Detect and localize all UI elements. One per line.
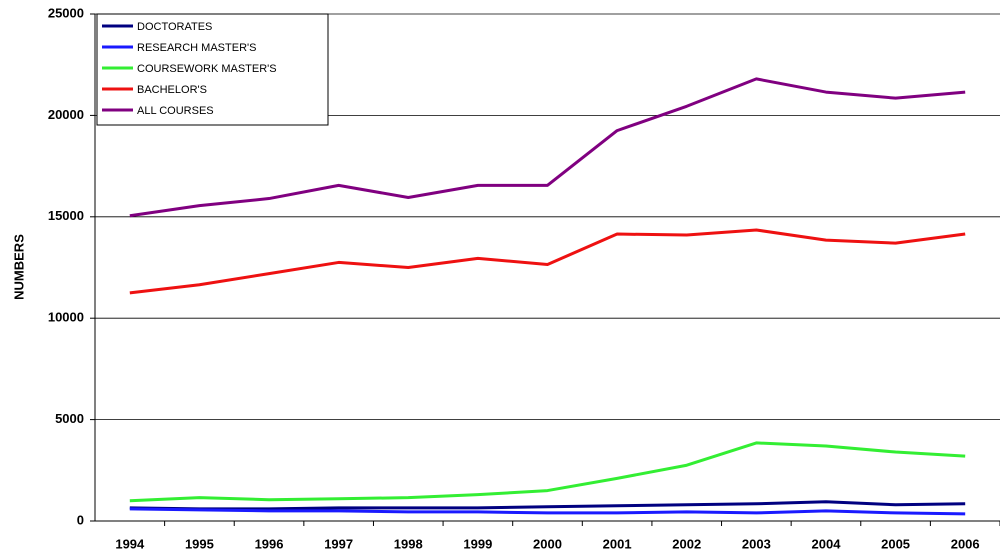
x-tick-label: 1994 bbox=[115, 536, 145, 550]
y-tick-label: 20000 bbox=[48, 107, 84, 122]
x-tick-label: 2006 bbox=[951, 536, 980, 550]
x-tick-label: 2004 bbox=[812, 536, 842, 550]
x-tick-label: 1999 bbox=[463, 536, 492, 550]
legend: DOCTORATES RESEARCH MASTER'S COURSEWORK MA… bbox=[96, 13, 329, 126]
legend-label: COURSEWORK MASTER'S bbox=[137, 63, 277, 75]
x-tick-label: 2003 bbox=[742, 536, 771, 550]
legend-label: DOCTORATES bbox=[137, 21, 212, 33]
series-line bbox=[129, 77, 966, 218]
legend-label: ALL COURSES bbox=[137, 105, 214, 117]
series-line bbox=[129, 228, 966, 295]
series-line bbox=[129, 441, 966, 503]
y-tick-label: 25000 bbox=[48, 5, 84, 20]
x-tick-label: 1996 bbox=[255, 536, 284, 550]
x-tick-label: 1998 bbox=[394, 536, 423, 550]
x-tick-label: 1997 bbox=[324, 536, 353, 550]
y-axis-label: NUMBERS bbox=[11, 234, 26, 300]
x-tick-label: 2000 bbox=[533, 536, 562, 550]
x-tick-label: 2005 bbox=[881, 536, 910, 550]
x-tick-label: 1995 bbox=[185, 536, 214, 550]
x-tick-label: 2001 bbox=[603, 536, 632, 550]
legend-box bbox=[96, 13, 329, 126]
y-tick-label: 10000 bbox=[48, 310, 84, 325]
x-tick-label: 2002 bbox=[672, 536, 701, 550]
series-line bbox=[129, 507, 966, 516]
legend-label: RESEARCH MASTER'S bbox=[137, 42, 256, 54]
series-line bbox=[129, 500, 966, 511]
legend-label: BACHELOR'S bbox=[137, 84, 207, 96]
y-tick-label: 15000 bbox=[48, 208, 84, 223]
y-tick-label: 0 bbox=[77, 512, 84, 527]
y-tick-label: 5000 bbox=[55, 411, 84, 426]
